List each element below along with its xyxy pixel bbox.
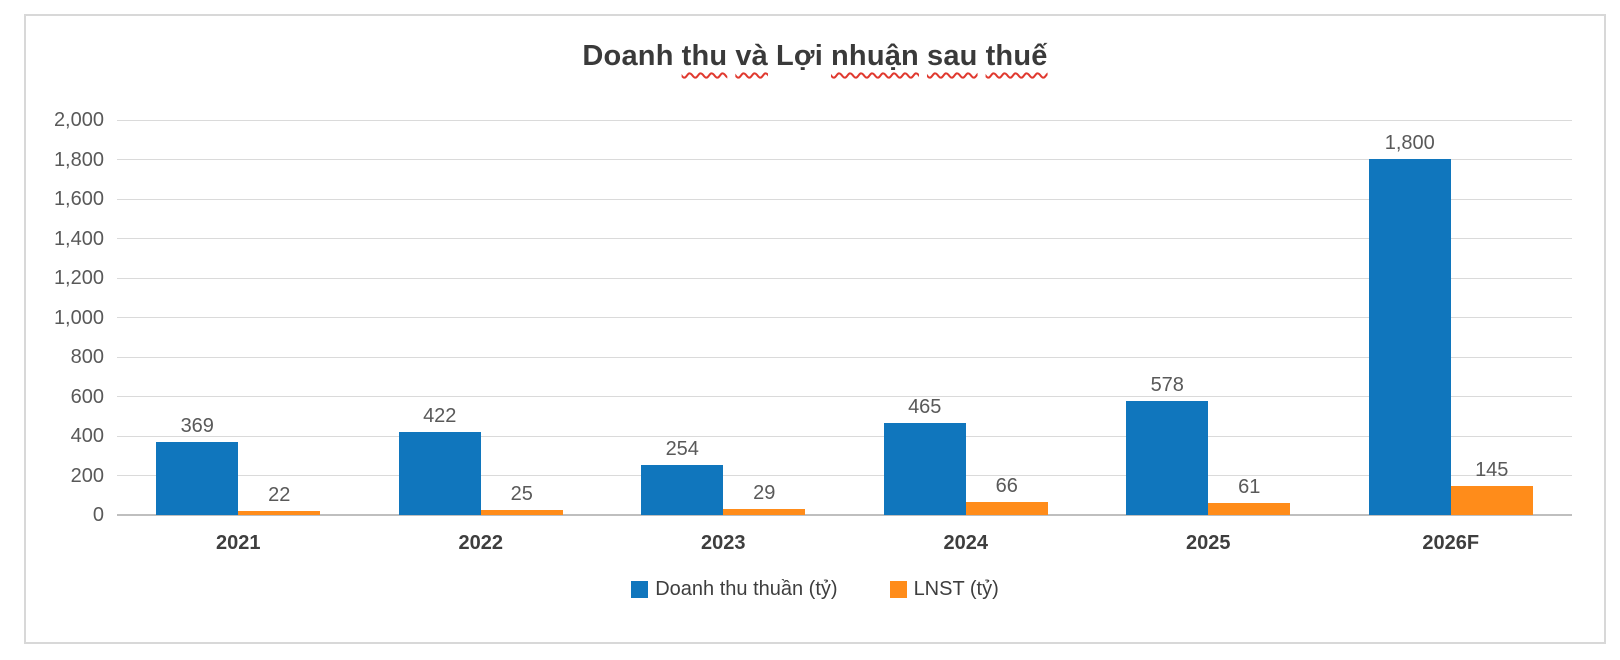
bar-revenue-2025 bbox=[1126, 401, 1209, 515]
plot-area: 369 22 422 25 254 29 465 66 578 61 1,800 145 bbox=[117, 119, 1573, 516]
legend-label: Doanh thu thuần (tỷ) bbox=[655, 578, 838, 600]
legend-label: LNST (tỷ) bbox=[913, 578, 999, 600]
y-gridline bbox=[117, 396, 1572, 397]
bar-profit-2021 bbox=[238, 511, 321, 515]
legend-swatch-icon bbox=[631, 581, 649, 598]
bar-value-label: 465 bbox=[908, 396, 942, 418]
bar-value-label: 145 bbox=[1475, 459, 1509, 481]
x-axis-label-2021: 2021 bbox=[216, 532, 261, 554]
bar-revenue-2026F bbox=[1368, 159, 1451, 515]
y-tick-label: 1,400 bbox=[53, 227, 104, 250]
x-axis-line bbox=[117, 514, 1572, 516]
bar-group-2022: 422 25 bbox=[360, 120, 603, 515]
bar-value-label: 61 bbox=[1238, 476, 1261, 498]
bar-value-label: 25 bbox=[510, 483, 533, 505]
bar-profit-2023 bbox=[723, 509, 806, 515]
chart-title-word: và bbox=[735, 40, 768, 72]
bar-value-label: 1,800 bbox=[1384, 132, 1435, 154]
chart-title-word: thu bbox=[681, 40, 728, 72]
bar-value-label: 578 bbox=[1150, 374, 1184, 396]
y-gridline bbox=[117, 238, 1572, 239]
x-axis-label-2024: 2024 bbox=[943, 532, 989, 554]
y-tick-label: 1,800 bbox=[53, 148, 104, 171]
chart-title-word: sau bbox=[926, 40, 978, 72]
y-tick-label: 400 bbox=[70, 425, 104, 447]
bar-group-2025: 578 61 bbox=[1087, 120, 1330, 515]
y-tick-label: 1,200 bbox=[53, 267, 104, 289]
y-gridline bbox=[117, 317, 1572, 318]
y-tick-label: 0 bbox=[92, 504, 104, 526]
y-tick-label: 1,600 bbox=[53, 188, 104, 210]
bar-group-2024: 465 66 bbox=[845, 120, 1088, 515]
bar-group-2026F: 1,800 145 bbox=[1330, 120, 1573, 515]
y-gridline bbox=[117, 435, 1572, 437]
bar-value-label: 29 bbox=[753, 482, 776, 504]
bar-revenue-2023 bbox=[641, 465, 724, 515]
y-gridline bbox=[117, 159, 1572, 160]
x-axis-label-2025: 2025 bbox=[1186, 532, 1231, 554]
bar-profit-2025 bbox=[1208, 503, 1291, 515]
chart-title-word: thuế bbox=[985, 40, 1048, 72]
bar-value-label: 369 bbox=[180, 415, 214, 437]
legend-item-revenue: Doanh thu thuần (tỷ) bbox=[631, 578, 838, 601]
bar-value-label: 66 bbox=[995, 475, 1018, 497]
x-axis-label-2022: 2022 bbox=[458, 532, 504, 554]
bar-group-2023: 254 29 bbox=[602, 120, 845, 515]
chart-title: Doanh thu và Lợi nhuận sau thuế bbox=[26, 40, 1604, 73]
chart-frame: Doanh thu và Lợi nhuận sau thuế 369 22 422 25 254 2… bbox=[24, 14, 1606, 644]
x-axis-label-2026F: 2026F bbox=[1422, 532, 1480, 554]
bar-profit-2024 bbox=[965, 502, 1048, 515]
y-gridline bbox=[117, 356, 1572, 358]
y-gridline bbox=[117, 198, 1572, 200]
y-tick-label: 1,000 bbox=[53, 306, 104, 329]
bar-value-label: 22 bbox=[268, 484, 291, 506]
chart-title-word: nhuận bbox=[830, 40, 919, 72]
y-gridline bbox=[117, 475, 1572, 476]
bar-profit-2026F bbox=[1450, 486, 1533, 515]
legend-item-profit: LNST (tỷ) bbox=[889, 578, 999, 601]
bar-value-label: 422 bbox=[423, 405, 457, 427]
bar-group-2021: 369 22 bbox=[117, 120, 360, 515]
legend-swatch-icon bbox=[889, 581, 907, 598]
y-tick-label: 800 bbox=[70, 346, 104, 368]
bar-revenue-2024 bbox=[883, 423, 966, 515]
bar-value-label: 254 bbox=[665, 438, 699, 460]
chart-title-word: Lợi bbox=[775, 40, 823, 72]
chart-title-word: Doanh bbox=[582, 40, 674, 72]
y-gridline bbox=[117, 277, 1572, 279]
y-gridline bbox=[117, 119, 1572, 121]
y-tick-label: 600 bbox=[70, 385, 104, 408]
bar-revenue-2021 bbox=[156, 442, 239, 515]
y-tick-label: 2,000 bbox=[53, 109, 104, 131]
x-axis-label-2023: 2023 bbox=[701, 532, 746, 554]
y-tick-label: 200 bbox=[70, 464, 104, 487]
bar-revenue-2022 bbox=[398, 432, 481, 515]
chart-legend: Doanh thu thuần (tỷ) LNST (tỷ) bbox=[26, 578, 1604, 601]
bar-profit-2022 bbox=[480, 510, 563, 515]
